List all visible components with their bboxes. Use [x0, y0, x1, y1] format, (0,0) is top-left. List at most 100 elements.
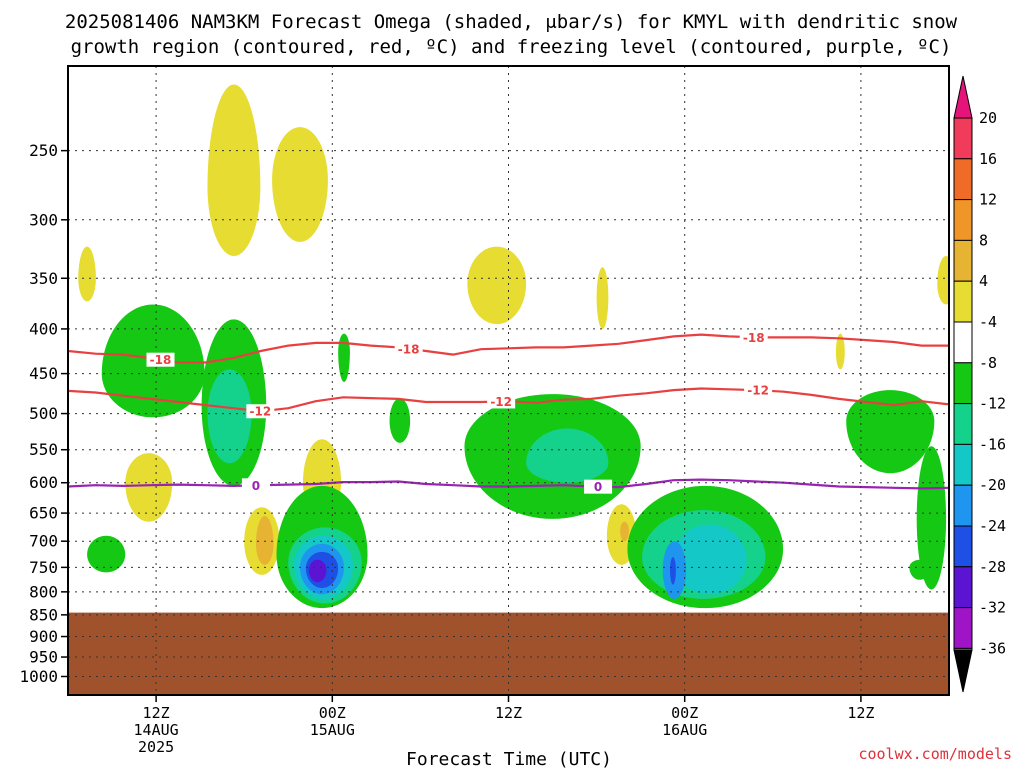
y-tick-label-9: 700	[29, 532, 58, 551]
x-tick-label-0-2: 2025	[138, 738, 174, 756]
colorbar-swatch-8	[953, 443, 973, 486]
omega-region-25	[846, 390, 935, 474]
x-tick-label-2-0: 12Z	[495, 704, 522, 722]
colorbar-label-2: 12	[979, 191, 997, 209]
contour-label-1-0: -12	[250, 405, 272, 419]
omega-region-0	[207, 84, 261, 256]
colorbar-top-arrow	[953, 75, 973, 119]
contour-label-0-0: -18	[150, 353, 172, 367]
colorbar-label-13: -36	[979, 639, 1006, 657]
y-tick-label-11: 800	[29, 582, 58, 601]
colorbar-swatch-6	[953, 362, 973, 405]
colorbar-bottom-arrow	[953, 649, 973, 693]
omega-region-1	[272, 127, 328, 242]
omega-region-22	[672, 524, 747, 595]
contour-label-bg-2-1	[584, 479, 613, 494]
colorbar-label-7: -12	[979, 395, 1006, 413]
contour-label-bg-1-0	[246, 404, 275, 419]
y-tick-label-5: 500	[29, 404, 58, 423]
x-tick-label-0-0: 12Z	[143, 704, 170, 722]
omega-region-15	[207, 369, 252, 464]
x-tick-label-1-1: 15AUG	[310, 721, 355, 739]
omega-region-16	[338, 333, 350, 382]
y-tick-label-6: 550	[29, 440, 58, 459]
x-axis-title: Forecast Time (UTC)	[406, 749, 612, 768]
y-tick-label-10: 750	[29, 558, 58, 577]
contour-label-bg-0-2	[739, 330, 768, 345]
omega-region-10	[255, 515, 274, 565]
x-tick-label-1-0: 00Z	[319, 704, 346, 722]
y-tick-label-1: 300	[29, 210, 58, 229]
omega-region-19	[526, 428, 609, 483]
omega-region-26	[916, 446, 947, 590]
y-tick-label-12: 850	[29, 605, 58, 624]
colorbar-swatch-4	[953, 280, 973, 323]
contour-labels: -18 -18 -18 -12 -12 -12 0 0	[146, 330, 773, 494]
x-tick-label-4-0: 12Z	[847, 704, 874, 722]
omega-region-5	[937, 255, 949, 305]
chart-title-line2: growth region (contoured, red, ºC) and f…	[71, 36, 952, 58]
colorbar-label-0: 20	[979, 109, 997, 127]
contour-label-bg-0-1	[394, 341, 423, 356]
colorbar-label-10: -24	[979, 517, 1006, 535]
colorbar-label-5: -4	[979, 313, 997, 331]
colorbar-legend: 20 16 12 8 4 -4 -8 -12 -16 -20 -24 -28 -32 -36	[953, 75, 1006, 693]
omega-region-27	[909, 559, 930, 580]
colorbar-swatch-9	[953, 484, 973, 527]
colorbar-swatch-3	[953, 239, 973, 282]
omega-region-6	[835, 333, 845, 370]
colorbar-swatch-2	[953, 199, 973, 241]
contour-label-0-2: -18	[743, 331, 765, 345]
colorbar-label-4: 4	[979, 272, 988, 290]
omega-region-2	[78, 246, 96, 302]
contour-label-bg-1-1	[487, 394, 516, 409]
colorbar-swatch-5	[953, 321, 973, 364]
y-axis-ticks: 250 300 350 400 450 500 550 600 650 700 750 800 850 9…	[19, 141, 68, 686]
x-tick-label-0-1: 14AUG	[134, 721, 179, 739]
y-tick-label-0: 250	[29, 141, 58, 160]
colorbar-label-3: 8	[979, 231, 988, 249]
colorbar-swatch-12	[953, 607, 973, 649]
omega-region-7	[125, 453, 173, 522]
contour-label-bg-0-0	[146, 352, 175, 367]
omega-region-12	[620, 521, 629, 542]
colorbar-swatch-11	[953, 566, 973, 609]
x-tick-label-3-0: 00Z	[671, 704, 698, 722]
omega-region-28	[87, 535, 126, 573]
colorbar-label-6: -8	[979, 354, 997, 372]
omega-region-24	[670, 557, 676, 585]
x-tick-label-3-1: 16AUG	[662, 721, 707, 739]
credit-text: coolwx.com/models	[858, 745, 1012, 763]
colorbar-swatch-10	[953, 525, 973, 568]
y-tick-label-7: 600	[29, 473, 58, 492]
colorbar-swatch-7	[953, 403, 973, 445]
y-tick-label-13: 900	[29, 627, 58, 646]
colorbar-label-8: -16	[979, 435, 1006, 453]
omega-region-3	[467, 246, 527, 325]
contour-label-0-1: -18	[398, 342, 420, 356]
colorbar-label-9: -20	[979, 476, 1006, 494]
contour-label-2-1: 0	[594, 480, 602, 494]
y-tick-label-14: 950	[29, 648, 58, 667]
y-tick-label-8: 650	[29, 504, 58, 523]
y-tick-label-2: 350	[29, 269, 58, 288]
y-tick-label-4: 450	[29, 364, 58, 383]
colorbar-swatch-1	[953, 158, 973, 201]
omega-shaded-regions	[78, 84, 949, 609]
colorbar-label-1: 16	[979, 150, 997, 168]
contour-line-0	[68, 333, 949, 364]
chart-title-line1: 2025081406 NAM3KM Forecast Omega (shaded…	[65, 11, 958, 33]
contour-label-2-0: 0	[252, 479, 260, 493]
contour-label-bg-1-2	[744, 383, 773, 398]
y-tick-label-15: 1000	[19, 667, 58, 686]
contour-label-1-1: -12	[490, 395, 512, 409]
omega-region-34	[308, 559, 327, 583]
colorbar-label-11: -28	[979, 558, 1006, 576]
contour-label-1-2: -12	[747, 384, 769, 398]
omega-region-4	[596, 267, 609, 329]
omega-region-17	[389, 398, 411, 443]
colorbar-label-12: -32	[979, 599, 1006, 617]
y-tick-label-3: 400	[29, 319, 58, 338]
